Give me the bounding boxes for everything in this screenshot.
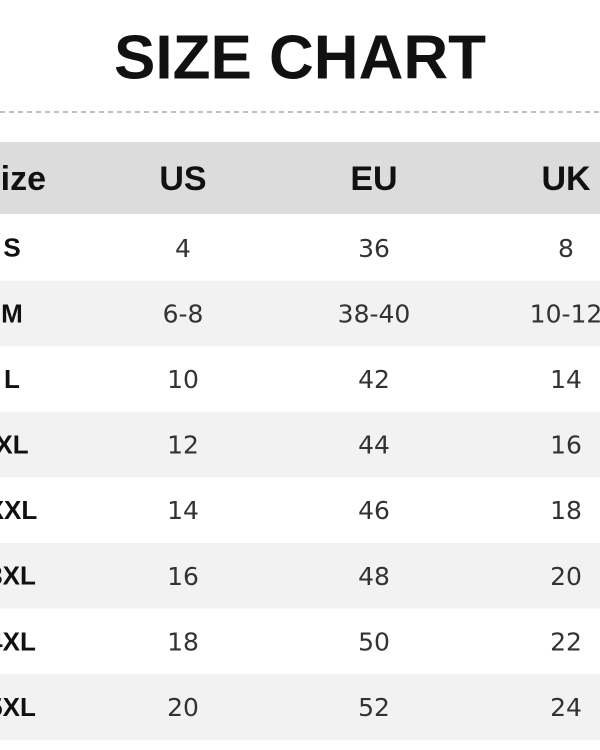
cell: 4 [175, 234, 191, 263]
cell: 12 [167, 431, 199, 460]
cell: 8 [558, 234, 574, 263]
row-band [0, 608, 600, 675]
cell: 6-8 [163, 299, 204, 328]
size-cell: L [4, 364, 20, 394]
table: Size US EU UK S 4 36 8 M 6-8 38-40 10-12 L 10 42 14 XL 12… [0, 142, 600, 740]
cell: 36 [358, 234, 390, 263]
size-cell: S [3, 233, 20, 263]
cell: 10 [167, 365, 199, 394]
cell: 42 [358, 365, 390, 394]
row-band [0, 411, 600, 478]
title: SIZE CHART [114, 23, 486, 92]
row-band [0, 543, 600, 609]
cell: 24 [550, 693, 582, 722]
row-band [0, 674, 600, 740]
size-cell: M [1, 298, 23, 328]
size-cell: 5XL [0, 692, 36, 722]
size-cell: XL [0, 429, 29, 459]
row-band [0, 346, 600, 412]
cell: 10-12 [530, 299, 600, 328]
cell: 16 [167, 562, 199, 591]
cell: 20 [550, 562, 582, 591]
row-band [0, 215, 600, 281]
size-cell: 4XL [0, 626, 36, 656]
cell: 18 [550, 496, 582, 525]
cell: 14 [167, 496, 199, 525]
size-cell: XXL [0, 495, 37, 525]
cell: 22 [550, 627, 582, 656]
cell: 38-40 [338, 299, 411, 328]
cell: 46 [358, 496, 390, 525]
row-band [0, 280, 600, 347]
header-cell: EU [350, 160, 397, 198]
header-band [0, 142, 600, 214]
cell: 16 [550, 431, 582, 460]
row-band [0, 477, 600, 543]
cell: 44 [358, 431, 390, 460]
cell: 14 [550, 365, 582, 394]
header-cell: UK [541, 160, 591, 198]
cell: 52 [358, 693, 390, 722]
cell: 48 [358, 562, 390, 591]
cell: 18 [167, 627, 199, 656]
size-cell: 3XL [0, 561, 36, 591]
header-cell: US [159, 160, 206, 198]
cell: 50 [358, 627, 390, 656]
cell: 20 [167, 693, 199, 722]
header-cell: Size [0, 160, 46, 198]
